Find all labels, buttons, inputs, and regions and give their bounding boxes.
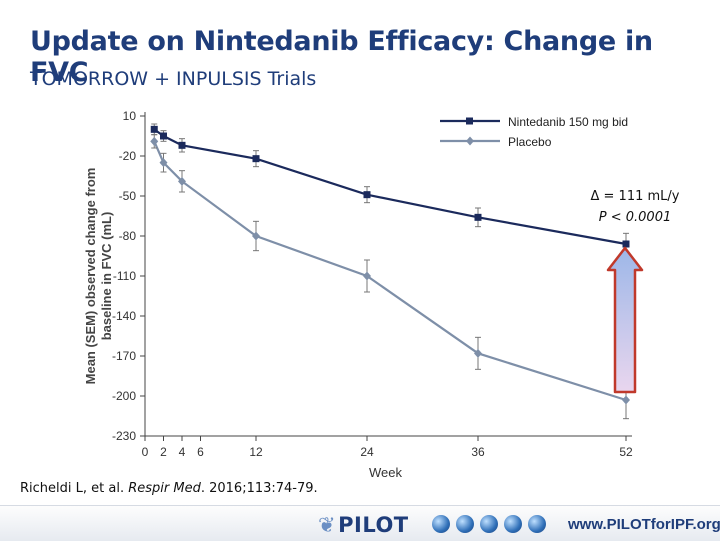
y-tick-label: -80 [119, 229, 137, 243]
x-tick-label: 6 [197, 445, 204, 459]
globe-icon [504, 515, 522, 533]
y-tick-label: -140 [112, 309, 136, 323]
data-point [363, 191, 371, 199]
website-link[interactable]: www.PILOTforIPF.org [568, 516, 720, 533]
citation: Richeldi L, et al. Respir Med. 2016;113:… [20, 481, 318, 496]
y-tick-label: -200 [112, 389, 136, 403]
x-tick-label: 12 [249, 445, 263, 459]
pilot-logo: ❦PILOT [318, 513, 409, 537]
y-tick-label: -50 [119, 189, 137, 203]
y-axis-label: baseline in FVC (mL) [99, 212, 114, 341]
lungs-icon: ❦ [318, 513, 337, 537]
data-point [150, 125, 158, 133]
data-point [178, 176, 186, 186]
data-point [159, 158, 168, 168]
slide-subtitle: TOMORROW + INPULSIS Trials [30, 68, 317, 90]
data-point [474, 213, 482, 221]
globe-icon [456, 515, 474, 533]
series-line [153, 128, 627, 246]
delta-label: Δ = 111 mL/y [590, 189, 680, 204]
legend-label: Placebo [508, 135, 552, 149]
y-tick-label: -20 [119, 149, 137, 163]
data-point [622, 395, 630, 405]
x-tick-label: 4 [179, 445, 186, 459]
data-point [622, 240, 630, 248]
x-tick-label: 24 [360, 445, 374, 459]
data-point [150, 136, 159, 146]
data-point [252, 231, 260, 241]
pilot-logo-text: PILOT [338, 513, 409, 537]
y-tick-label: -110 [113, 269, 136, 283]
x-tick-label: 0 [142, 445, 149, 459]
data-point [252, 155, 260, 163]
slide-title: Update on Nintedanib Efficacy: Change in… [30, 26, 653, 88]
globe-icon [480, 515, 498, 533]
x-axis-label: Week [369, 465, 402, 480]
globe-icons [432, 515, 552, 533]
footer-bar: ❦PILOT www.PILOTforIPF.org [0, 505, 720, 541]
data-point [474, 348, 482, 358]
citation-details: . 2016;113:74-79. [200, 481, 318, 496]
legend-marker [466, 136, 474, 146]
data-point [160, 132, 167, 140]
y-tick-label: -170 [112, 349, 136, 363]
p-value-label: P < 0.0001 [598, 210, 672, 225]
legend-marker [466, 117, 473, 125]
difference-arrow [606, 246, 644, 394]
series-line [153, 140, 627, 402]
citation-authors: Richeldi L, et al. [20, 481, 129, 496]
citation-journal: Respir Med [128, 481, 201, 496]
y-axis-label: Mean (SEM) observed change from [83, 168, 98, 385]
x-tick-label: 2 [160, 445, 167, 459]
data-point [363, 271, 371, 281]
x-tick-label: 52 [619, 445, 633, 459]
data-point [178, 141, 186, 149]
globe-icon [432, 515, 450, 533]
y-tick-label: -230 [112, 429, 136, 443]
globe-icon [528, 515, 546, 533]
x-tick-label: 36 [471, 445, 485, 459]
y-tick-label: 10 [123, 109, 137, 123]
difference-annotation: Δ = 111 mL/y P < 0.0001 [560, 186, 710, 228]
legend-label: Nintedanib 150 mg bid [508, 115, 628, 129]
